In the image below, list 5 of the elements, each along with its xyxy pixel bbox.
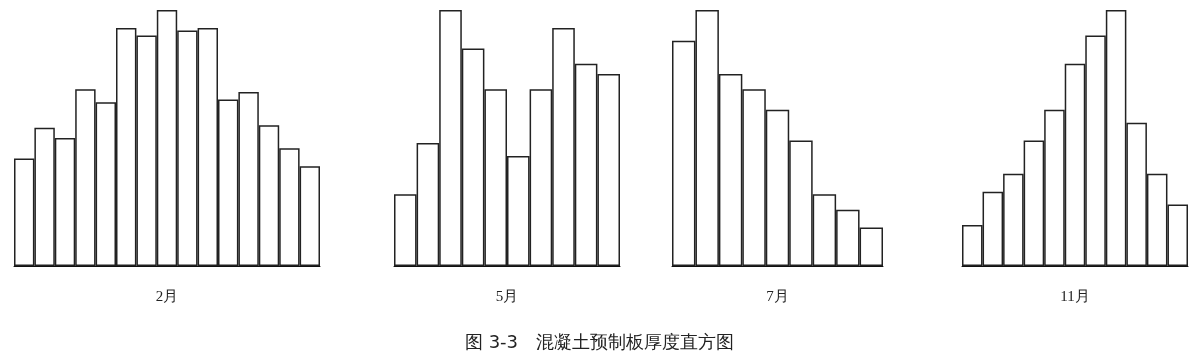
x-axis-title: 5月 (495, 287, 519, 304)
caption: 图 3-3 混凝土预制板厚度直方图 (463, 330, 736, 354)
x-axis-title: 2月 (155, 287, 179, 304)
x-axis-title: 7月 (766, 287, 789, 304)
x-axis-title: 11月 (1060, 287, 1090, 304)
